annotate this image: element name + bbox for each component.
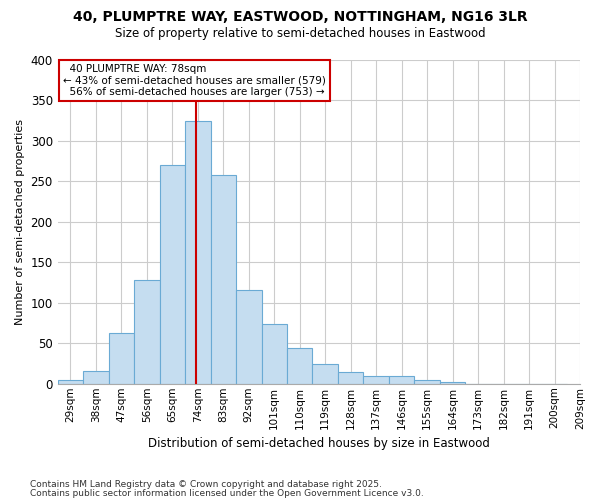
Text: Contains HM Land Registry data © Crown copyright and database right 2025.: Contains HM Land Registry data © Crown c…	[30, 480, 382, 489]
Bar	[262, 324, 287, 384]
X-axis label: Distribution of semi-detached houses by size in Eastwood: Distribution of semi-detached houses by …	[148, 437, 490, 450]
Bar	[364, 376, 389, 384]
Bar	[313, 364, 338, 384]
Text: 40, PLUMPTRE WAY, EASTWOOD, NOTTINGHAM, NG16 3LR: 40, PLUMPTRE WAY, EASTWOOD, NOTTINGHAM, …	[73, 10, 527, 24]
Text: Contains public sector information licensed under the Open Government Licence v3: Contains public sector information licen…	[30, 489, 424, 498]
Bar	[287, 348, 313, 384]
Y-axis label: Number of semi-detached properties: Number of semi-detached properties	[15, 119, 25, 325]
Bar	[440, 382, 466, 384]
Bar	[160, 165, 185, 384]
Bar	[211, 175, 236, 384]
Bar	[83, 371, 109, 384]
Text: 40 PLUMPTRE WAY: 78sqm
← 43% of semi-detached houses are smaller (579)
  56% of : 40 PLUMPTRE WAY: 78sqm ← 43% of semi-det…	[64, 64, 326, 97]
Bar	[58, 380, 83, 384]
Bar	[415, 380, 440, 384]
Bar	[109, 333, 134, 384]
Bar	[389, 376, 415, 384]
Bar	[236, 290, 262, 384]
Bar	[338, 372, 364, 384]
Bar	[134, 280, 160, 384]
Bar	[185, 120, 211, 384]
Text: Size of property relative to semi-detached houses in Eastwood: Size of property relative to semi-detach…	[115, 28, 485, 40]
